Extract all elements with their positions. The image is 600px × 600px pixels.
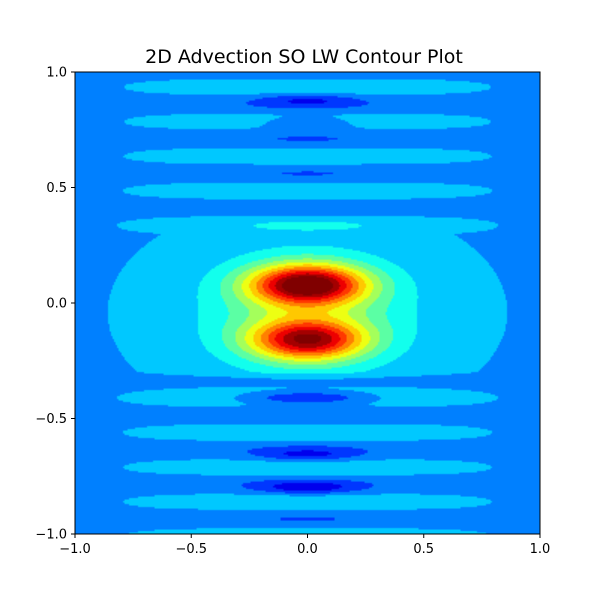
x-tick-label: 0.0: [297, 542, 318, 557]
y-tick-label: 1.0: [46, 66, 67, 81]
y-tick-label: 0.5: [46, 181, 67, 196]
chart-title: 2D Advection SO LW Contour Plot: [145, 46, 463, 68]
x-tick-label: 1.0: [530, 542, 551, 557]
x-tick-label: −0.5: [175, 542, 207, 557]
x-axis: −1.0 −0.5 0.0 0.5 1.0: [59, 534, 550, 557]
y-tick-label: −0.5: [35, 412, 67, 427]
y-tick-label: 0.0: [46, 297, 67, 312]
y-tick-label: −1.0: [35, 528, 67, 543]
contour-field: [75, 72, 540, 534]
y-axis: −1.0 −0.5 0.0 0.5 1.0: [35, 66, 75, 543]
x-tick-label: 0.5: [413, 542, 434, 557]
plot-area: [75, 72, 540, 534]
x-tick-label: −1.0: [59, 542, 91, 557]
